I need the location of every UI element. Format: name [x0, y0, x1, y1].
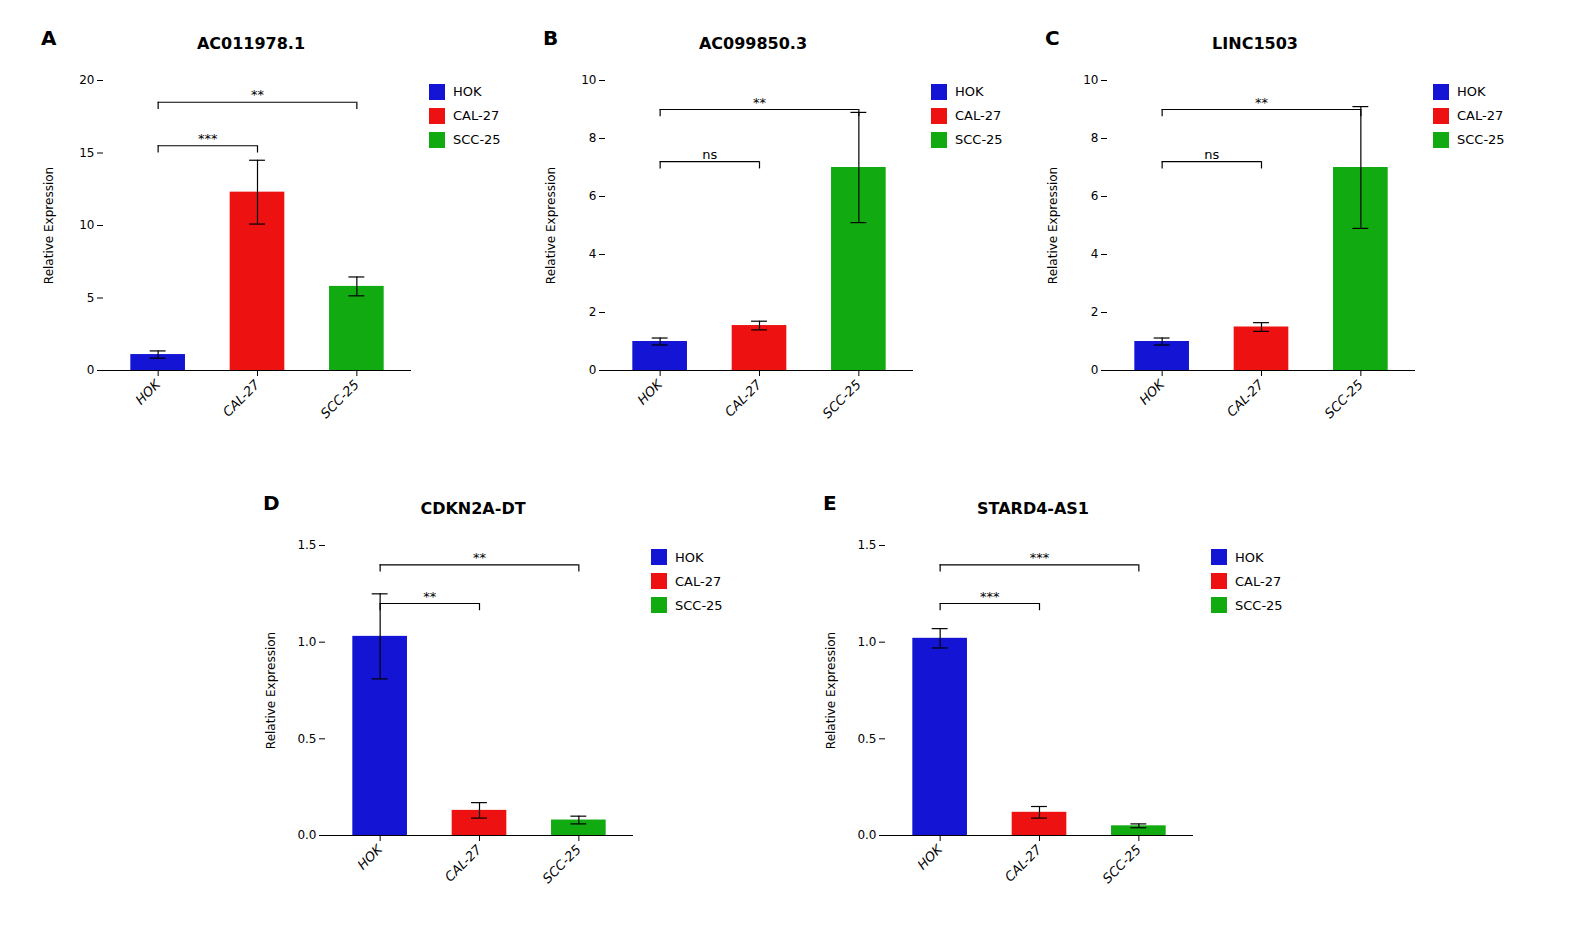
html-text:HOK: HOK: [675, 549, 704, 565]
html-text:AC011978.1: AC011978.1: [196, 33, 306, 53]
svg-text:1.0: 1.0: [857, 635, 876, 649]
svg-text:6: 6: [589, 189, 597, 203]
svg-text:***: ***: [1030, 550, 1050, 565]
svg-text:**: **: [473, 550, 487, 565]
svg-text:***: ***: [198, 131, 218, 146]
svg-text:0.0: 0.0: [857, 829, 876, 843]
html-text:HOK: HOK: [1235, 549, 1264, 565]
html-text:SCC-25: SCC-25: [955, 132, 1003, 148]
svg-text:ns: ns: [1204, 146, 1219, 161]
html-text:A: A: [41, 25, 57, 50]
svg-text:HOK: HOK: [634, 376, 666, 408]
svg-text:20: 20: [79, 73, 94, 87]
svg-text:0.0: 0.0: [297, 829, 316, 843]
svg-text:4: 4: [1091, 247, 1099, 261]
svg-text:***: ***: [980, 589, 1000, 604]
svg-text:4: 4: [589, 247, 597, 261]
svg-text:2: 2: [589, 305, 597, 319]
html-text:CAL-27: CAL-27: [453, 108, 500, 124]
html-text:HOK: HOK: [955, 84, 984, 100]
svg-text:Relative Expression: Relative Expression: [824, 632, 838, 749]
html-text:HOK: HOK: [1457, 84, 1486, 100]
html-text:B: B: [543, 25, 559, 50]
svg-text:0: 0: [589, 363, 597, 377]
svg-text:CAL-27: CAL-27: [722, 376, 765, 419]
svg-text:SCC-25: SCC-25: [820, 377, 864, 421]
svg-text:Relative Expression: Relative Expression: [264, 632, 278, 749]
svg-text:HOK: HOK: [1136, 376, 1168, 408]
svg-text:8: 8: [589, 131, 597, 145]
svg-text:1.5: 1.5: [297, 539, 316, 553]
svg-text:Relative Expression: Relative Expression: [42, 167, 56, 284]
html-text:C: C: [1045, 25, 1060, 50]
html-text:SCC-25: SCC-25: [453, 132, 501, 148]
svg-text:SCC-25: SCC-25: [1100, 842, 1144, 886]
html-text:LINC1503: LINC1503: [1212, 33, 1298, 53]
svg-text:SCC-25: SCC-25: [540, 842, 584, 886]
svg-text:0.5: 0.5: [297, 732, 316, 746]
svg-text:10: 10: [79, 218, 94, 232]
html-text:SCC-25: SCC-25: [1235, 597, 1283, 613]
svg-text:SCC-25: SCC-25: [318, 377, 362, 421]
html-text:CAL-27: CAL-27: [955, 108, 1002, 124]
svg-text:CAL-27: CAL-27: [220, 376, 263, 419]
svg-text:15: 15: [79, 146, 94, 160]
svg-text:**: **: [251, 87, 265, 102]
svg-text:CAL-27: CAL-27: [1224, 376, 1267, 419]
html-text:HOK: HOK: [453, 84, 482, 100]
svg-text:HOK: HOK: [354, 841, 386, 873]
svg-text:1.5: 1.5: [857, 539, 876, 553]
svg-text:8: 8: [1091, 131, 1099, 145]
html-text:D: D: [263, 491, 280, 516]
svg-text:6: 6: [1091, 189, 1099, 203]
svg-text:HOK: HOK: [914, 841, 946, 873]
html-text:AC099850.3: AC099850.3: [698, 33, 808, 53]
html-text:E: E: [823, 491, 837, 516]
svg-text:2: 2: [1091, 305, 1099, 319]
html-text:CDKN2A-DT: CDKN2A-DT: [420, 499, 526, 519]
svg-text:SCC-25: SCC-25: [1322, 377, 1366, 421]
svg-text:Relative Expression: Relative Expression: [544, 167, 558, 284]
svg-text:0: 0: [1091, 363, 1099, 377]
html-text:CAL-27: CAL-27: [1235, 573, 1282, 589]
html-text:STARD4-AS1: STARD4-AS1: [977, 499, 1089, 519]
svg-text:0: 0: [87, 363, 95, 377]
svg-text:10: 10: [1083, 73, 1098, 87]
html-text:SCC-25: SCC-25: [675, 597, 723, 613]
svg-text:10: 10: [581, 73, 596, 87]
svg-text:**: **: [1255, 94, 1269, 109]
svg-text:0.5: 0.5: [857, 732, 876, 746]
svg-text:HOK: HOK: [132, 376, 164, 408]
svg-text:5: 5: [87, 291, 95, 305]
svg-text:CAL-27: CAL-27: [1002, 842, 1045, 885]
html-text:CAL-27: CAL-27: [675, 573, 722, 589]
svg-text:ns: ns: [702, 146, 717, 161]
html-text:CAL-27: CAL-27: [1457, 108, 1504, 124]
svg-text:**: **: [753, 94, 767, 109]
svg-text:**: **: [423, 589, 437, 604]
html-text:SCC-25: SCC-25: [1457, 132, 1505, 148]
svg-text:1.0: 1.0: [297, 635, 316, 649]
svg-text:CAL-27: CAL-27: [442, 842, 485, 885]
svg-text:Relative Expression: Relative Expression: [1046, 167, 1060, 284]
